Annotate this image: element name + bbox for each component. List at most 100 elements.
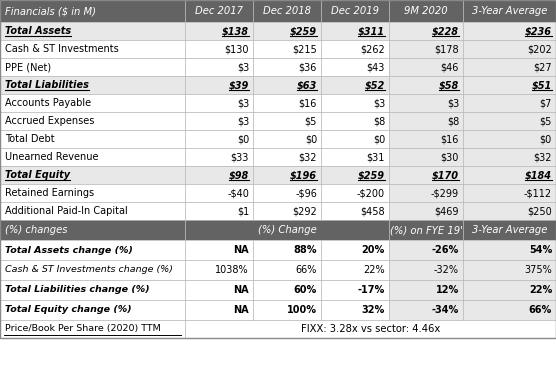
Bar <box>0 184 185 202</box>
Bar <box>253 94 321 112</box>
Text: -17%: -17% <box>358 285 385 295</box>
Bar <box>321 94 389 112</box>
Bar <box>185 260 253 280</box>
Bar <box>253 22 321 40</box>
Bar <box>185 280 253 300</box>
Bar <box>0 0 556 338</box>
Bar <box>0 202 185 220</box>
Text: Dec 2017: Dec 2017 <box>195 6 243 16</box>
Bar <box>185 148 253 166</box>
Text: -32%: -32% <box>434 265 459 275</box>
Text: $311: $311 <box>358 26 385 36</box>
Bar <box>0 166 185 184</box>
Bar <box>0 220 185 240</box>
Bar <box>389 58 463 76</box>
Text: Total Liabilities change (%): Total Liabilities change (%) <box>5 286 150 294</box>
Bar <box>185 202 253 220</box>
Bar <box>0 94 185 112</box>
Text: 22%: 22% <box>529 285 552 295</box>
Bar <box>253 112 321 130</box>
Bar <box>185 240 253 260</box>
Text: PPE (Net): PPE (Net) <box>5 62 51 72</box>
Bar <box>185 40 253 58</box>
Text: NA: NA <box>234 305 249 315</box>
Text: $184: $184 <box>525 170 552 180</box>
Text: 3-Year Average: 3-Year Average <box>472 6 547 16</box>
Bar <box>0 148 185 166</box>
Text: Cash & ST Investments: Cash & ST Investments <box>5 44 119 54</box>
Text: Total Liabilities: Total Liabilities <box>5 80 89 90</box>
Bar <box>321 22 389 40</box>
Bar <box>321 76 389 94</box>
Bar <box>0 112 185 130</box>
Text: $46: $46 <box>440 62 459 72</box>
Text: $43: $43 <box>366 62 385 72</box>
Bar <box>321 260 389 280</box>
Bar <box>389 280 463 300</box>
Text: 20%: 20% <box>362 245 385 255</box>
Bar <box>253 148 321 166</box>
Bar <box>253 240 321 260</box>
Bar <box>321 112 389 130</box>
Text: 100%: 100% <box>287 305 317 315</box>
Text: Dec 2018: Dec 2018 <box>263 6 311 16</box>
Bar <box>463 22 556 40</box>
Text: $16: $16 <box>440 134 459 144</box>
Bar <box>321 240 389 260</box>
Bar <box>0 0 185 22</box>
Bar <box>185 220 389 240</box>
Text: -$112: -$112 <box>524 188 552 198</box>
Text: FIXX: 3.28x vs sector: 4.46x: FIXX: 3.28x vs sector: 4.46x <box>301 324 440 334</box>
Bar <box>0 240 185 260</box>
Bar <box>253 300 321 320</box>
Text: 3-Year Average: 3-Year Average <box>472 225 547 235</box>
Text: $178: $178 <box>434 44 459 54</box>
Text: $0: $0 <box>305 134 317 144</box>
Text: $228: $228 <box>432 26 459 36</box>
Text: NA: NA <box>234 245 249 255</box>
Bar <box>321 130 389 148</box>
Bar <box>463 220 556 240</box>
Text: $5: $5 <box>540 116 552 126</box>
Text: $202: $202 <box>527 44 552 54</box>
Bar <box>321 280 389 300</box>
Text: $58: $58 <box>439 80 459 90</box>
Bar <box>253 40 321 58</box>
Bar <box>253 202 321 220</box>
Text: $458: $458 <box>360 206 385 216</box>
Text: $3: $3 <box>447 98 459 108</box>
Bar <box>185 320 556 338</box>
Text: $259: $259 <box>358 170 385 180</box>
Text: 12%: 12% <box>436 285 459 295</box>
Text: $30: $30 <box>440 152 459 162</box>
Text: $31: $31 <box>366 152 385 162</box>
Text: 54%: 54% <box>529 245 552 255</box>
Bar <box>185 0 253 22</box>
Text: 66%: 66% <box>529 305 552 315</box>
Bar <box>185 130 253 148</box>
Bar <box>253 280 321 300</box>
Text: Retained Earnings: Retained Earnings <box>5 188 94 198</box>
Bar <box>463 40 556 58</box>
Text: $5: $5 <box>305 116 317 126</box>
Text: $3: $3 <box>373 98 385 108</box>
Text: $0: $0 <box>540 134 552 144</box>
Bar <box>185 166 253 184</box>
Bar <box>253 58 321 76</box>
Text: $0: $0 <box>373 134 385 144</box>
Text: $259: $259 <box>290 26 317 36</box>
Bar <box>253 76 321 94</box>
Bar <box>389 260 463 280</box>
Bar <box>185 76 253 94</box>
Text: Cash & ST Investments change (%): Cash & ST Investments change (%) <box>5 266 173 275</box>
Bar <box>185 300 253 320</box>
Bar <box>389 40 463 58</box>
Bar <box>389 0 463 22</box>
Text: Total Equity: Total Equity <box>5 170 70 180</box>
Bar <box>463 202 556 220</box>
Text: $3: $3 <box>237 98 249 108</box>
Text: $8: $8 <box>373 116 385 126</box>
Text: $292: $292 <box>292 206 317 216</box>
Bar <box>321 40 389 58</box>
Bar <box>389 184 463 202</box>
